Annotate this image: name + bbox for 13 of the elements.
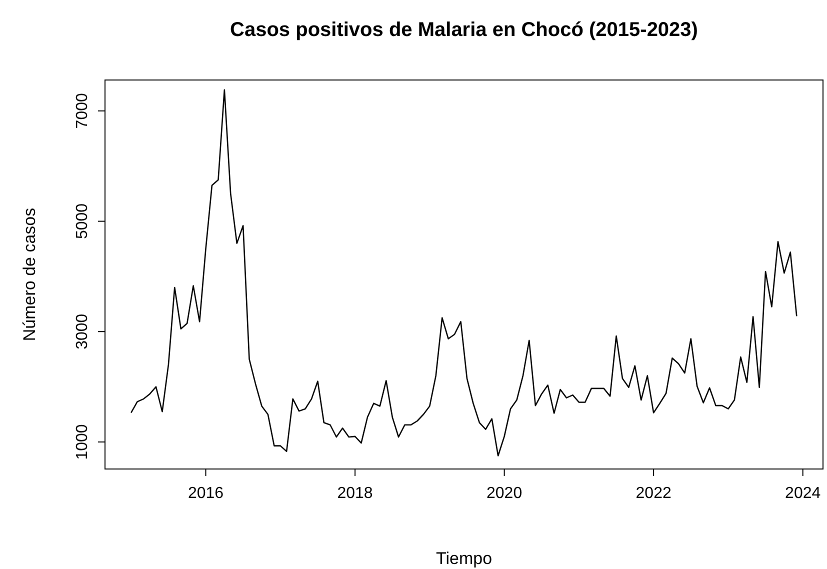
y-tick-label: 3000 (74, 314, 91, 350)
x-tick-label: 2018 (337, 485, 373, 502)
y-tick-label: 7000 (74, 93, 91, 129)
x-tick-label: 2016 (188, 485, 224, 502)
y-tick-label: 1000 (74, 424, 91, 460)
chart-title: Casos positivos de Malaria en Chocó (2015-2023) (230, 19, 698, 41)
line-series (130, 89, 798, 456)
x-axis-title: Tiempo (436, 549, 492, 568)
x-tick-label: 2022 (636, 485, 672, 502)
x-tick-label: 2020 (486, 485, 522, 502)
x-tick-label: 2024 (785, 485, 821, 502)
y-tick-label: 5000 (74, 203, 91, 240)
y-axis-title: Número de casos (20, 208, 39, 342)
